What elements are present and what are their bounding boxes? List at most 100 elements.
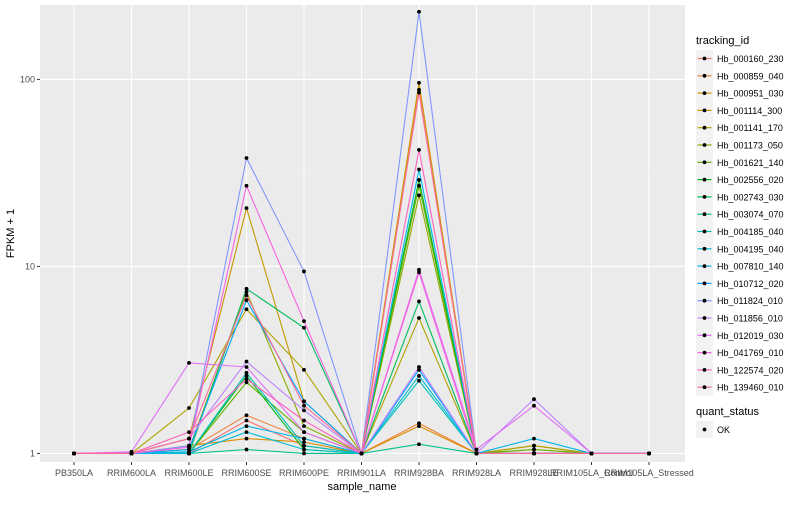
- data-point: [302, 319, 306, 324]
- legend-quant-status: quant_status OK: [696, 406, 759, 438]
- legend-label: Hb_011824_010: [717, 296, 783, 306]
- data-point: [302, 269, 306, 274]
- legend-label: Hb_001621_140: [717, 158, 784, 168]
- data-point: [302, 436, 306, 441]
- data-point: [244, 447, 249, 452]
- legend-key-point: [702, 195, 707, 199]
- x-tick-label: RRIM600LA: [107, 468, 156, 478]
- legend-label: Hb_001141_170: [717, 123, 783, 133]
- data-point: [72, 451, 76, 456]
- data-point: [302, 325, 306, 330]
- legend-label: Hb_001114_300: [717, 106, 782, 116]
- data-point: [302, 399, 306, 404]
- legend-key-point: [702, 212, 707, 217]
- data-point: [244, 298, 249, 303]
- x-tick-label: PB350LA: [55, 468, 93, 478]
- data-point: [417, 367, 421, 372]
- legend-label: OK: [717, 425, 730, 435]
- data-point: [417, 80, 421, 85]
- x-tick-label: RRIM928LA: [452, 468, 501, 478]
- legend-key-point: [702, 160, 707, 165]
- data-point: [244, 377, 249, 381]
- x-tick-label: RRIM105LA_Stressed: [604, 468, 694, 478]
- data-point: [417, 378, 421, 383]
- legend-key-point: [702, 229, 707, 234]
- x-tick-label: RRIM600PE: [279, 468, 329, 478]
- data-point: [474, 447, 479, 452]
- legend-title: tracking_id: [696, 35, 749, 47]
- x-tick-label: RRIM901LA: [337, 468, 386, 478]
- data-point: [244, 293, 249, 298]
- y-tick-label: 1: [30, 448, 35, 458]
- data-point: [302, 403, 306, 408]
- legend-label: Hb_007810_140: [717, 262, 784, 272]
- data-point: [244, 413, 249, 418]
- legend-label: Hb_003074_070: [717, 210, 784, 220]
- legend-key-point: [702, 281, 707, 286]
- data-point: [417, 87, 421, 92]
- legend-label: Hb_000951_030: [717, 89, 784, 99]
- legend-label: Hb_041769_010: [717, 348, 784, 358]
- data-point: [417, 183, 421, 188]
- legend-key-point: [702, 143, 707, 147]
- data-point: [532, 451, 536, 456]
- data-point: [532, 447, 536, 452]
- data-points: [72, 9, 651, 456]
- data-point: [244, 430, 249, 435]
- legend-key-point: [702, 298, 707, 303]
- data-point: [302, 440, 306, 444]
- legend-key-point: [702, 427, 707, 432]
- data-point: [417, 421, 421, 426]
- data-point: [417, 442, 421, 447]
- legend-key-point: [702, 246, 707, 251]
- data-point: [244, 307, 249, 312]
- data-point: [417, 316, 421, 320]
- legend-key-point: [702, 73, 707, 78]
- legend-key-point: [702, 264, 707, 268]
- data-point: [417, 270, 421, 275]
- data-point: [417, 167, 421, 172]
- data-point: [187, 360, 191, 365]
- legend-key-point: [702, 108, 707, 113]
- data-point: [302, 367, 306, 372]
- legend-label: Hb_011856_010: [717, 314, 783, 324]
- legend-label: Hb_139460_010: [717, 383, 784, 393]
- legend-key-point: [702, 125, 707, 130]
- data-point: [417, 178, 421, 182]
- data-point: [302, 447, 306, 452]
- legend-label: Hb_000160_230: [717, 54, 784, 64]
- legend-tracking-id: tracking_id Hb_000160_230 Hb_000859_040 Hb…: [696, 35, 784, 396]
- legend-key-point: [702, 56, 707, 61]
- data-point: [244, 290, 249, 294]
- data-point: [244, 424, 249, 429]
- legend-key-point: [702, 177, 707, 182]
- y-axis-title: FPKM + 1: [5, 209, 17, 258]
- legend-label: Hb_004185_040: [717, 227, 784, 237]
- legend-key-point: [702, 333, 707, 338]
- x-axis-title: sample_name: [327, 481, 396, 493]
- legend-label: Hb_004195_040: [717, 244, 784, 254]
- data-point: [417, 9, 421, 14]
- data-point: [359, 451, 364, 456]
- data-point: [302, 418, 306, 423]
- data-point: [187, 406, 191, 410]
- data-point: [417, 373, 421, 378]
- data-point: [417, 365, 421, 369]
- data-point: [647, 451, 651, 456]
- data-point: [532, 436, 536, 441]
- data-point: [417, 147, 421, 152]
- data-point: [244, 373, 249, 378]
- data-point: [244, 436, 249, 441]
- data-point: [244, 286, 249, 291]
- data-point: [244, 156, 249, 160]
- x-tick-label: RRIM600SE: [221, 468, 271, 478]
- data-point: [417, 299, 421, 304]
- legend-key-point: [702, 368, 707, 372]
- legend-label: Hb_002743_030: [717, 192, 784, 202]
- data-point: [302, 408, 306, 413]
- legend-key-point: [702, 385, 707, 390]
- data-point: [244, 183, 249, 188]
- legend-key-point: [702, 91, 707, 95]
- x-tick-label: RRIM600LE: [164, 468, 213, 478]
